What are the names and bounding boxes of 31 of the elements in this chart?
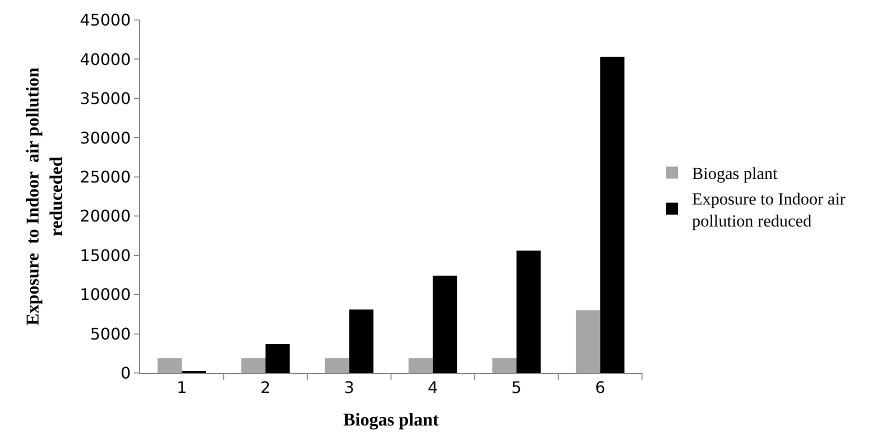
legend-label: Biogas plant bbox=[692, 164, 778, 184]
y-axis-title: Exposure to Indoor air pollution reduceded bbox=[22, 67, 66, 326]
y-tick-label: 10000 bbox=[80, 285, 131, 304]
bar bbox=[266, 344, 290, 373]
y-tick-label: 0 bbox=[120, 364, 131, 383]
bar bbox=[349, 309, 374, 373]
bar bbox=[576, 310, 600, 373]
y-tick-label: 25000 bbox=[80, 167, 131, 186]
y-tick-label: 20000 bbox=[80, 206, 131, 226]
y-tick-label: 35000 bbox=[80, 89, 131, 108]
x-tick-label: 6 bbox=[595, 378, 606, 398]
x-tick-label: 2 bbox=[260, 378, 271, 398]
y-tick-label: 15000 bbox=[80, 246, 131, 265]
bar bbox=[408, 358, 433, 373]
bar bbox=[241, 358, 266, 373]
bar bbox=[600, 56, 624, 373]
bar bbox=[324, 358, 350, 373]
y-tick-label: 30000 bbox=[80, 128, 131, 148]
y-tick-label: 5000 bbox=[90, 324, 131, 344]
x-tick-label: 4 bbox=[428, 378, 438, 398]
y-tick-label: 40000 bbox=[80, 50, 131, 69]
x-tick-label: 1 bbox=[176, 378, 187, 398]
bar bbox=[432, 276, 458, 373]
bar bbox=[492, 358, 516, 373]
x-tick-label: 5 bbox=[511, 378, 522, 398]
x-axis-title: Biogas plant bbox=[343, 409, 439, 430]
bar bbox=[158, 358, 182, 373]
x-tick-label: 3 bbox=[344, 378, 354, 398]
legend-label: Exposure to Indoor air pollution reduced bbox=[692, 189, 846, 230]
y-tick-label: 45000 bbox=[80, 10, 131, 30]
bar bbox=[516, 250, 541, 373]
